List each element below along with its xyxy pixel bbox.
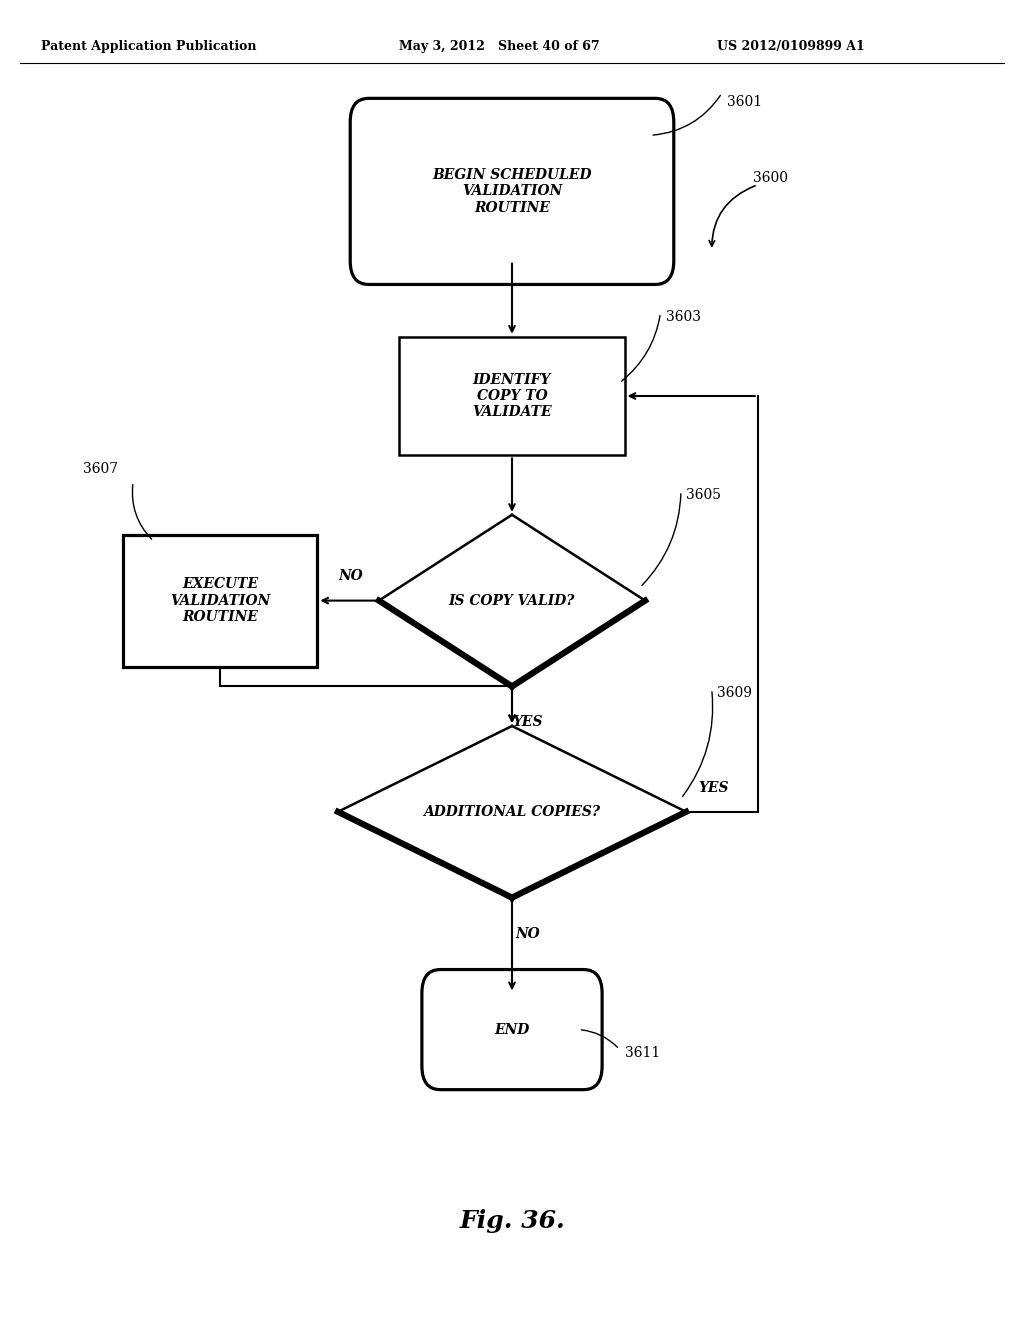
Text: May 3, 2012   Sheet 40 of 67: May 3, 2012 Sheet 40 of 67 (399, 40, 600, 53)
Text: NO: NO (515, 927, 540, 941)
FancyBboxPatch shape (350, 98, 674, 285)
Text: 3611: 3611 (625, 1047, 659, 1060)
Text: BEGIN SCHEDULED
VALIDATION
ROUTINE: BEGIN SCHEDULED VALIDATION ROUTINE (432, 168, 592, 215)
Text: US 2012/0109899 A1: US 2012/0109899 A1 (717, 40, 864, 53)
Text: EXECUTE
VALIDATION
ROUTINE: EXECUTE VALIDATION ROUTINE (170, 577, 270, 624)
Text: 3605: 3605 (686, 488, 721, 502)
Text: ADDITIONAL COPIES?: ADDITIONAL COPIES? (424, 805, 600, 818)
Text: END: END (495, 1023, 529, 1036)
FancyBboxPatch shape (422, 969, 602, 1090)
Text: 3609: 3609 (717, 686, 752, 700)
Bar (123, 535, 317, 667)
Text: Fig. 36.: Fig. 36. (459, 1209, 565, 1233)
Text: IDENTIFY
COPY TO
VALIDATE: IDENTIFY COPY TO VALIDATE (472, 372, 552, 420)
Text: IS COPY VALID?: IS COPY VALID? (449, 594, 575, 607)
Text: 3600: 3600 (753, 172, 787, 185)
Text: Patent Application Publication: Patent Application Publication (41, 40, 256, 53)
Text: 3603: 3603 (666, 310, 700, 323)
Text: 3607: 3607 (83, 462, 118, 475)
Text: NO: NO (339, 569, 364, 583)
Text: 3601: 3601 (727, 95, 762, 110)
Bar (399, 337, 625, 455)
Text: YES: YES (698, 780, 729, 795)
Text: YES: YES (512, 715, 543, 730)
